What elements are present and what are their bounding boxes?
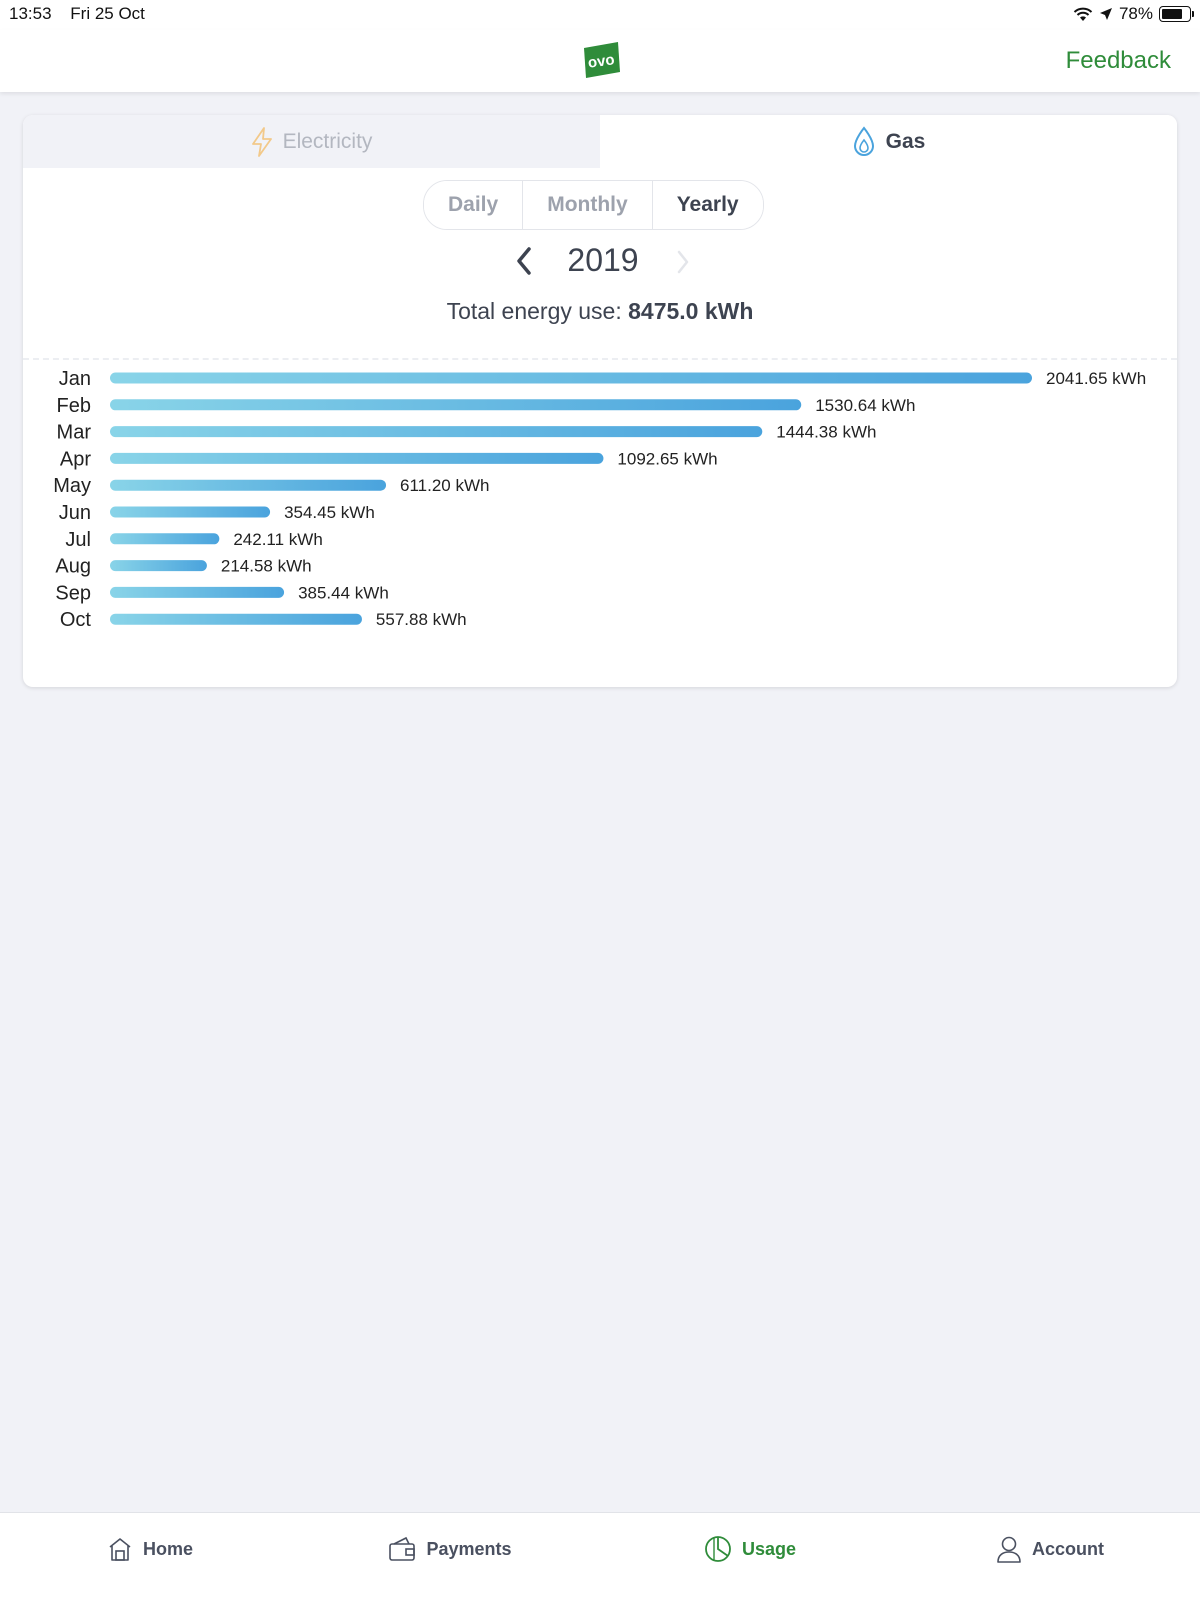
bar-category-label: Apr [60, 448, 91, 470]
bar-category-label: May [53, 475, 91, 497]
nav-home-label: Home [142, 1538, 193, 1559]
bar-value-label: 2041.65 kWh [1046, 369, 1146, 388]
total-energy: Total energy use: 8475.0 kWh [23, 298, 1177, 325]
bar-value-label: 354.45 kWh [284, 503, 375, 522]
bar-apr [110, 452, 604, 464]
bar-may [110, 479, 387, 491]
location-arrow-icon [1099, 8, 1112, 20]
usage-bar-chart: Jan 2041.65 kWh Feb 1530.64 kWh Mar 1444.38 k… [53, 368, 1146, 631]
bar-category-label: Sep [55, 582, 91, 604]
period-daily[interactable]: Daily [424, 181, 524, 229]
period-selector: Daily Monthly Yearly [423, 180, 764, 230]
usage-pie-icon [705, 1536, 731, 1562]
bar-value-label: 1530.64 kWh [815, 396, 915, 415]
bar-category-label: Jun [59, 502, 91, 524]
nav-usage-label: Usage [741, 1538, 797, 1559]
tab-gas[interactable]: Gas [600, 115, 1177, 168]
wifi-icon [1073, 7, 1093, 21]
status-left: 13:53 Fri 25 Oct [9, 4, 159, 24]
battery-fill [1162, 9, 1182, 19]
bar-value-label: 557.88 kWh [376, 610, 467, 629]
total-energy-value: 8475.0 kWh [628, 298, 754, 324]
divider [23, 358, 1177, 360]
ovo-logo: ovo [584, 42, 620, 78]
year-label: 2019 [567, 242, 639, 278]
bar-category-label: Jul [65, 529, 91, 551]
status-date: Fri 25 Oct [70, 4, 145, 23]
battery-icon [1159, 6, 1194, 22]
usage-card: Electricity Gas Daily Monthly Yearly 201… [23, 115, 1177, 687]
feedback-button[interactable]: Feedback [1060, 46, 1177, 76]
status-bar: 13:53 Fri 25 Oct 78% [0, 0, 1200, 30]
bar-mar [110, 426, 763, 438]
chevron-right-icon[interactable] [673, 248, 693, 276]
lightning-icon [251, 126, 272, 157]
bar-category-label: Mar [57, 422, 92, 444]
nav-account[interactable]: Account [900, 1513, 1200, 1601]
bar-category-label: Feb [57, 395, 91, 417]
home-icon [109, 1538, 131, 1561]
bar-category-label: Aug [55, 556, 91, 578]
app-header: ovo Feedback [0, 30, 1200, 92]
period-monthly[interactable]: Monthly [523, 181, 653, 229]
wallet-icon [389, 1536, 416, 1561]
status-time: 13:53 [9, 4, 52, 23]
bar-value-label: 1092.65 kWh [617, 449, 717, 468]
bar-jun [110, 506, 271, 518]
period-yearly[interactable]: Yearly [652, 181, 763, 229]
bar-category-label: Oct [60, 609, 92, 631]
bar-value-label: 385.44 kWh [298, 583, 389, 602]
bar-value-label: 611.20 kWh [400, 476, 489, 495]
bar-value-label: 1444.38 kWh [776, 423, 876, 442]
bar-oct [110, 613, 362, 625]
status-right: 78% [1073, 4, 1194, 24]
nav-home[interactable]: Home [0, 1513, 300, 1601]
nav-payments-label: Payments [426, 1538, 512, 1559]
battery-percent: 78% [1118, 4, 1153, 23]
nav-account-label: Account [1032, 1538, 1104, 1559]
logo-text: ovo [587, 51, 616, 72]
nav-usage[interactable]: Usage [600, 1513, 900, 1601]
bar-value-label: 242.11 kWh [233, 530, 322, 549]
bar-value-label: 214.58 kWh [221, 557, 312, 576]
year-navigator: 2019 [23, 240, 1177, 284]
bar-feb [110, 399, 802, 411]
bottom-nav: Home Payments Usage Account [0, 1512, 1200, 1601]
bar-aug [110, 560, 207, 572]
fuel-tabs: Electricity Gas [23, 115, 1177, 168]
bar-sep [110, 586, 285, 598]
person-icon [997, 1536, 1021, 1563]
bar-jul [110, 533, 220, 545]
tab-gas-label: Gas [885, 129, 926, 153]
nav-payments[interactable]: Payments [300, 1513, 600, 1601]
total-energy-label: Total energy use: [446, 298, 622, 324]
tab-electricity[interactable]: Electricity [23, 115, 600, 168]
flame-drop-icon [853, 125, 874, 156]
chevron-left-icon[interactable] [511, 244, 537, 278]
bar-jan [110, 372, 1032, 384]
bar-category-label: Jan [59, 368, 91, 390]
tab-electricity-label: Electricity [282, 129, 373, 153]
